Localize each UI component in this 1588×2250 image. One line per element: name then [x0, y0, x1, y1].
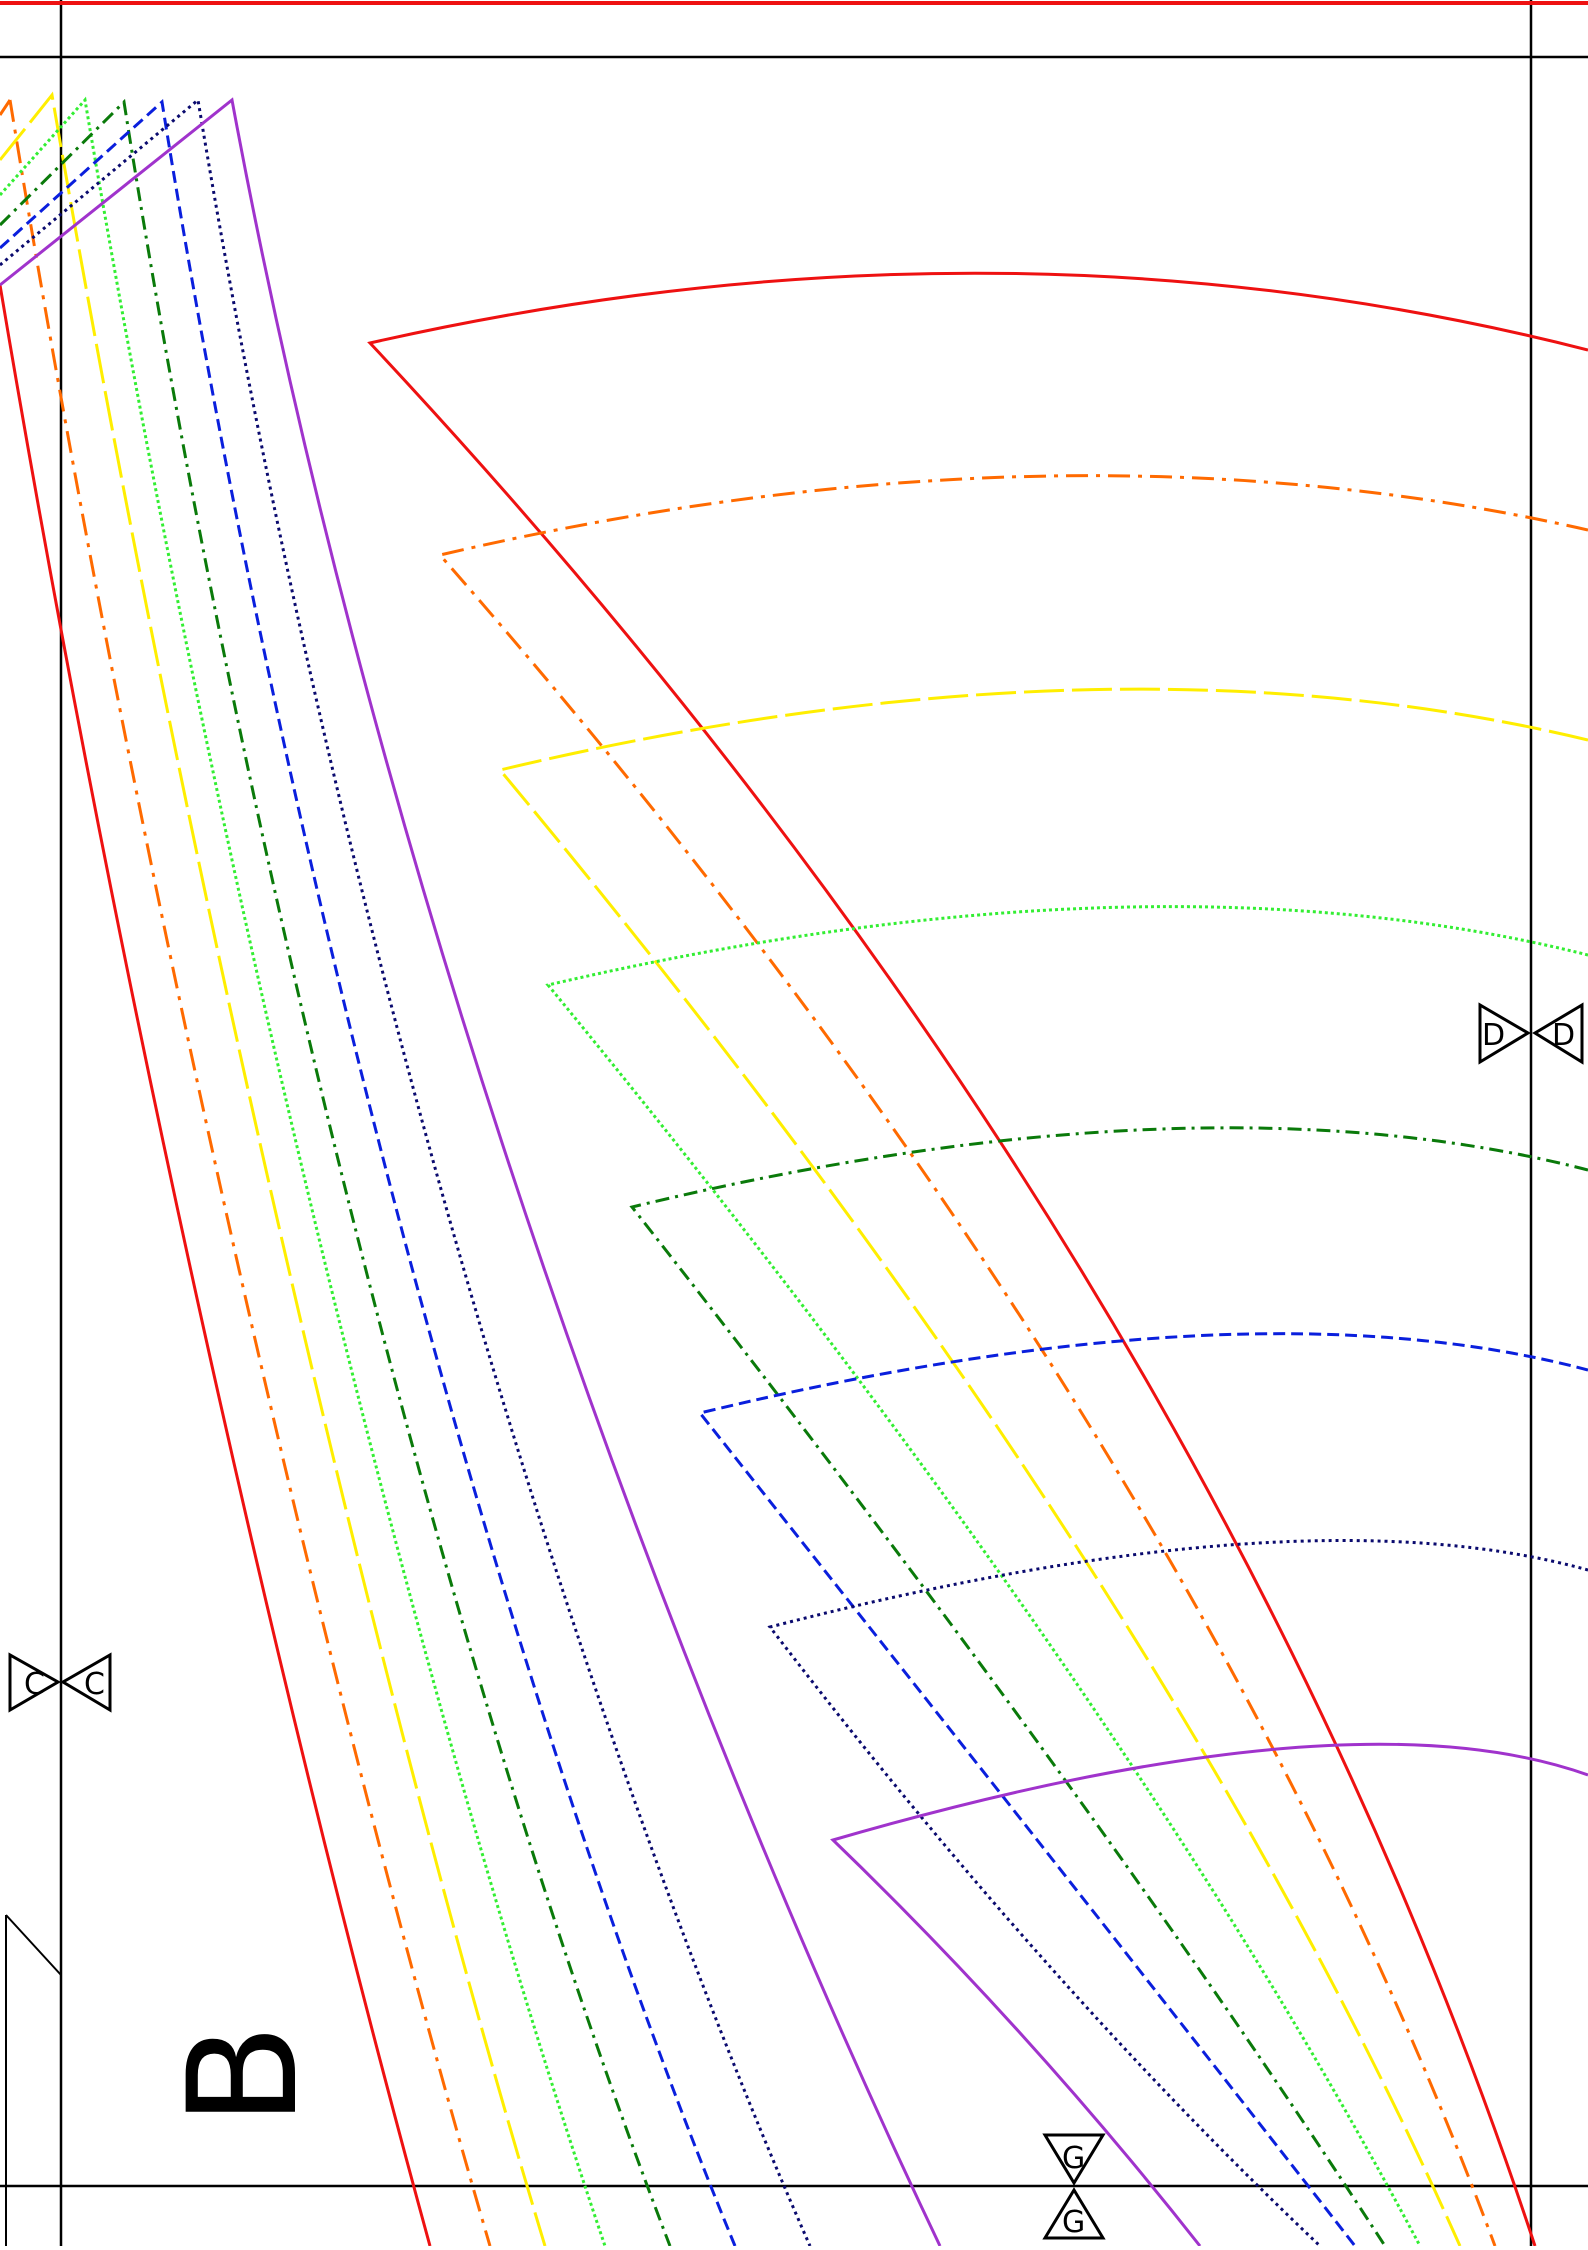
fan-line-orange [437, 474, 1588, 2247]
strip-line-red [0, 284, 432, 2247]
notch-c-left-label: C [24, 1667, 45, 1702]
strip-line-navy [0, 97, 812, 2247]
notch-d [1478, 1002, 1584, 1065]
fan-line-purple [830, 1742, 1588, 2247]
fan-line-yellow [497, 687, 1588, 2247]
notch-g-bottom-label: G [1062, 2205, 1085, 2240]
strip-piece [0, 91, 942, 2247]
fan-line-lightgreen [545, 905, 1588, 2247]
fan-line-navy [767, 1539, 1588, 2248]
notch-g-bottom-triangle [1042, 2187, 1106, 2240]
strip-line-purple [0, 97, 942, 2247]
notch-g-top-label: G [1062, 2141, 1085, 2176]
strip-line-darkgreen [0, 98, 672, 2247]
notch-d-right-label: D [1552, 1018, 1575, 1053]
notch-c-right-triangle [60, 1652, 112, 1713]
fan-line-blue [697, 1332, 1588, 2247]
grainline-marker [5, 1914, 62, 2246]
fan-line-red [367, 271, 1588, 2247]
strip-line-orange [0, 99, 492, 2247]
fan-piece [367, 271, 1588, 2248]
notch-g-top-triangle [1042, 2133, 1106, 2186]
notch-d-left-triangle [1478, 1002, 1531, 1065]
strip-line-lightgreen [0, 96, 607, 2247]
notch-g [1042, 2133, 1106, 2240]
notch-c-left-triangle [8, 1652, 62, 1713]
notch-d-right-triangle [1532, 1002, 1584, 1065]
strip-line-blue [0, 99, 737, 2247]
piece-label: B [157, 2024, 331, 2127]
strip-line-yellow [0, 91, 547, 2247]
notch-d-left-label: D [1482, 1018, 1505, 1053]
notch-c [8, 1652, 112, 1713]
notch-c-right-label: C [84, 1667, 105, 1702]
fan-line-darkgreen [629, 1126, 1588, 2247]
